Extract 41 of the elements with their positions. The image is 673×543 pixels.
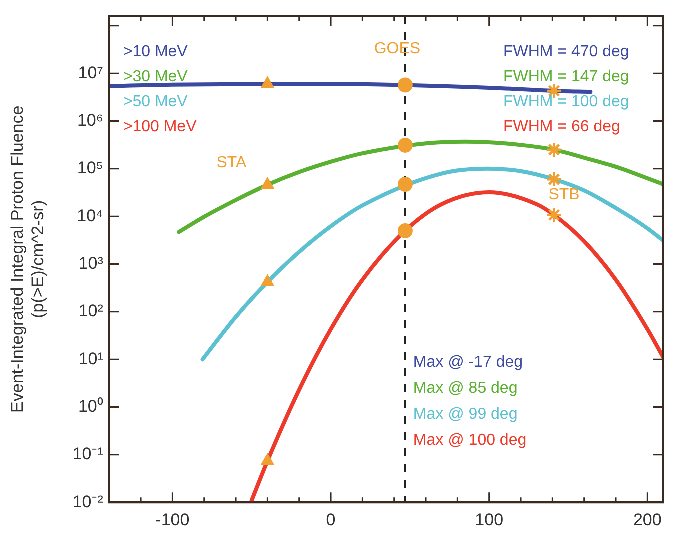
y-tick-label: 10² — [78, 302, 104, 321]
annotation: FWHM = 66 deg — [504, 118, 620, 136]
annotation: FWHM = 100 deg — [504, 94, 630, 111]
point — [261, 178, 274, 190]
point — [398, 177, 413, 192]
point — [261, 274, 274, 286]
line-series — [177, 140, 664, 234]
point — [546, 142, 563, 158]
text: >30 MeV — [123, 68, 188, 86]
y-tick-label: 10⁵ — [77, 158, 104, 178]
y-tick-label: 10⁶ — [77, 110, 104, 130]
point — [546, 171, 563, 188]
point — [398, 78, 413, 93]
point — [398, 138, 413, 154]
annotation: Max @ 85 deg — [413, 380, 518, 398]
point — [261, 454, 274, 466]
y-axis-title: Event-Integrated Integral Proton Fluence (p(>E)/cm^2-sr) — [8, 106, 48, 413]
y-tick-label: 10⁻¹ — [72, 444, 104, 464]
y-tick-label: 10³ — [78, 254, 104, 273]
y-tick-label: 10⁷ — [78, 63, 104, 82]
x-tick-label: 100 — [475, 510, 504, 530]
series-label: >10 MeV — [123, 44, 188, 61]
y-tick-label: 10⁰ — [78, 396, 104, 416]
series-label: STB — [548, 186, 580, 204]
annotation: Max @ -17 deg — [413, 354, 524, 372]
text: >50 MeV — [123, 94, 188, 111]
x-tick-label: -100 — [156, 510, 190, 530]
annotation: Max @ 100 deg — [413, 432, 527, 450]
series-label: STA — [216, 154, 247, 172]
annotation: FWHM = 470 deg — [504, 44, 630, 61]
annotation: FWHM = 147 deg — [504, 68, 630, 86]
y-tick-label: 10⁴ — [77, 206, 104, 226]
x-tick-label: 200 — [633, 510, 662, 530]
y-tick-label: 10⁻² — [72, 492, 104, 512]
text: >100 MeV — [123, 118, 198, 136]
x-tick-label: 0 — [326, 510, 336, 530]
point — [546, 206, 563, 224]
y-tick-label: 10¹ — [78, 349, 104, 368]
series-label: GOES — [374, 40, 421, 58]
annotation: Max @ 99 deg — [413, 406, 518, 424]
point — [398, 223, 413, 238]
